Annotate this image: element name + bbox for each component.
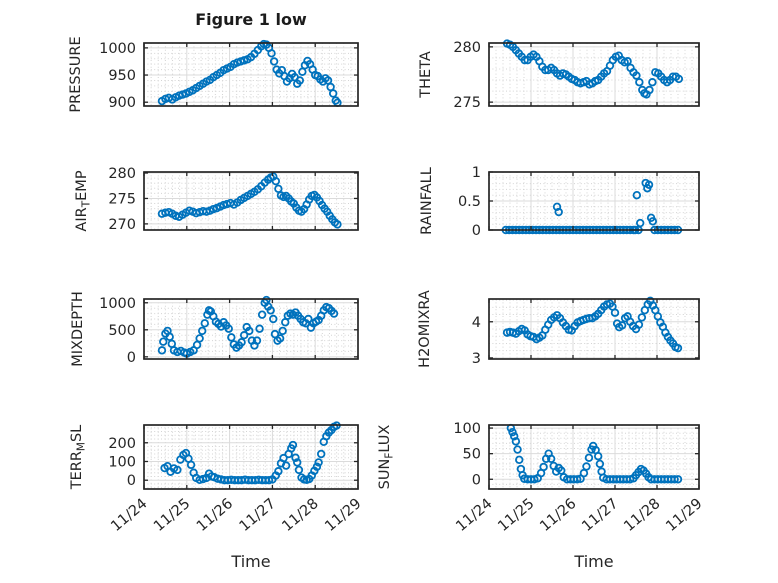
subplot-theta: 275 280 THETA [418,39,700,111]
y-tick-label: 4 [472,315,481,331]
axes-box [488,42,700,107]
y-tick-label: 950 [108,68,136,84]
x-tick-label: 11/29 [322,496,364,535]
axes-box [488,424,700,490]
y-tick-label: 100 [108,454,136,470]
y-tick-label: 0.5 [458,194,481,210]
x-tick-label: 11/27 [579,496,621,535]
y-axis-label: MIXDEPTH [70,291,86,367]
y-axis-label: RAINFALL [419,167,435,235]
x-tick-label: 11/26 [194,496,236,535]
subplot-terr_msl: 0 100 200 TERRMSL 11/24 11/25 11/26 11/27 11/28 1… [69,421,365,535]
major-grid [144,299,358,359]
axis-ticks [488,299,700,359]
y-axis-label: H2OMIXRA [417,290,433,368]
x-tick-label: 11/25 [495,496,537,535]
x-tick-label: 11/29 [663,496,705,535]
y-tick-label: 3 [472,351,481,367]
axis-ticks [488,171,700,231]
axes-box [143,298,359,360]
scatter-points [506,423,683,484]
major-grid [489,172,699,230]
axes-box [143,424,359,490]
y-axis-label: TERRMSL [69,425,88,491]
y-tick-label: 280 [108,166,136,182]
subplot-mixdepth: 0 500 1000 MIXDEPTH [70,291,359,367]
figure-title: Figure 1 low [195,10,307,29]
minor-grid [489,172,699,230]
x-tick-label: 11/26 [537,496,579,535]
y-tick-label: 0 [127,350,136,366]
y-axis-label: AIRTEMP [74,170,93,231]
subplot-h2omixra: 3 4 H2OMIXRA [417,290,700,368]
y-tick-label: 280 [453,40,481,56]
y-tick-label: 200 [108,436,136,452]
x-tick-label: 11/24 [108,496,150,535]
scatter-points [157,295,339,358]
scatter-points [157,39,342,107]
major-grid [144,172,358,230]
x-tick-label: 11/28 [621,496,663,535]
y-tick-label: 0 [127,473,136,489]
axis-ticks [488,43,700,106]
subplot-sun_flux: 0 50 100 SUNFLUX 11/24 11/25 11/26 11/27 11/28 11… [377,421,706,535]
y-tick-label: 275 [453,95,481,111]
axis-ticks [143,172,359,230]
axis-ticks [143,43,359,106]
y-axis-label: SUNFLUX [377,425,396,490]
y-tick-label: 270 [108,217,136,233]
x-axis-label-right: Time [574,552,614,571]
y-tick-label: 900 [108,95,136,111]
y-tick-label: 1000 [99,296,136,312]
y-axis-label: PRESSURE [68,36,84,112]
scatter-points [502,39,684,99]
axes-box [143,171,359,231]
y-tick-label: 1 [472,165,481,181]
axis-ticks [143,299,359,359]
y-tick-label: 0 [472,223,481,239]
y-tick-label: 500 [108,323,136,339]
scatter-points [157,172,342,229]
scatter-points [160,421,341,485]
minor-grid [144,172,358,230]
x-tick-label: 11/28 [279,496,321,535]
x-axis-label-left: Time [231,552,271,571]
y-tick-label: 100 [453,421,481,437]
axis-ticks [143,425,359,489]
y-tick-label: 0 [472,472,481,488]
y-axis-label: THETA [418,51,434,99]
subplot-pressure: 900 950 1000 PRESSURE [68,36,359,113]
x-tick-label: 11/24 [453,496,495,535]
scatter-points [502,296,683,353]
subplot-rainfall: 0 0.5 1 RAINFALL [419,165,700,239]
subplot-air_temp: 270 275 280 AIRTEMP [74,166,359,233]
y-tick-label: 275 [108,191,136,207]
axis-ticks [488,425,700,489]
axes-box [488,298,700,360]
x-tick-label: 11/25 [151,496,193,535]
y-tick-label: 50 [463,447,481,463]
minor-grid [489,43,699,106]
x-tick-label: 11/27 [237,496,279,535]
y-tick-label: 1000 [99,41,136,57]
